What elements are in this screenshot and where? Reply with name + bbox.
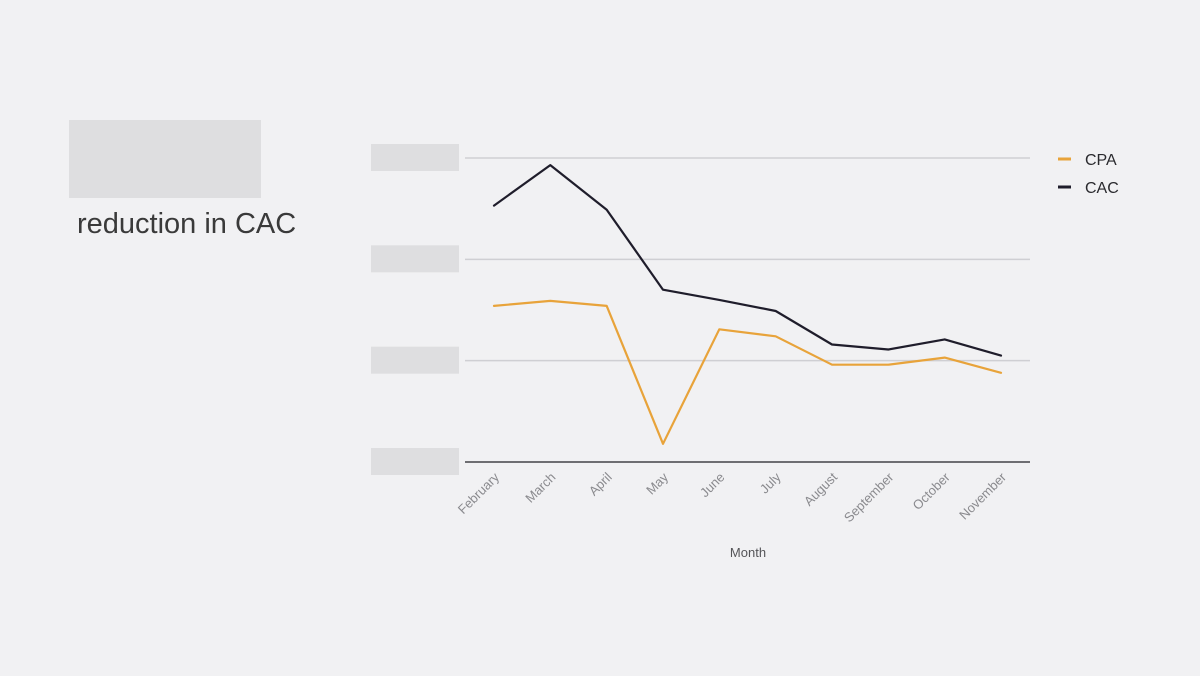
- legend: CPA CAC: [1058, 152, 1119, 197]
- x-tick-labels: February March April May June July August Septe…: [455, 469, 1010, 525]
- x-tick-label: March: [522, 470, 558, 506]
- stat-caption: reduction in CAC: [77, 208, 297, 240]
- x-tick-label: July: [757, 469, 784, 496]
- x-tick-label: September: [841, 469, 897, 525]
- legend-label-cpa: CPA: [1085, 152, 1117, 169]
- x-tick-label: August: [801, 469, 840, 508]
- y-tick-label-placeholder: [371, 144, 459, 171]
- redacted-stat-value: [69, 120, 261, 198]
- series-line-cpa: [492, 299, 1003, 445]
- x-tick-label: October: [909, 469, 953, 513]
- x-axis-title: Month: [730, 545, 766, 560]
- y-tick-label-placeholders: [371, 144, 459, 475]
- y-tick-label-placeholder: [371, 448, 459, 475]
- x-tick-label: November: [956, 469, 1009, 522]
- series-lines: [492, 164, 1003, 445]
- x-tick-label: April: [586, 469, 615, 498]
- y-tick-label-placeholder: [371, 346, 459, 374]
- legend-label-cac: CAC: [1085, 180, 1119, 197]
- x-tick-label: June: [697, 470, 728, 501]
- gridlines: [465, 157, 1030, 463]
- x-tick-label: February: [455, 469, 503, 517]
- series-line-cac: [492, 164, 1003, 357]
- y-tick-label-placeholder: [371, 245, 459, 273]
- x-tick-label: May: [643, 469, 671, 497]
